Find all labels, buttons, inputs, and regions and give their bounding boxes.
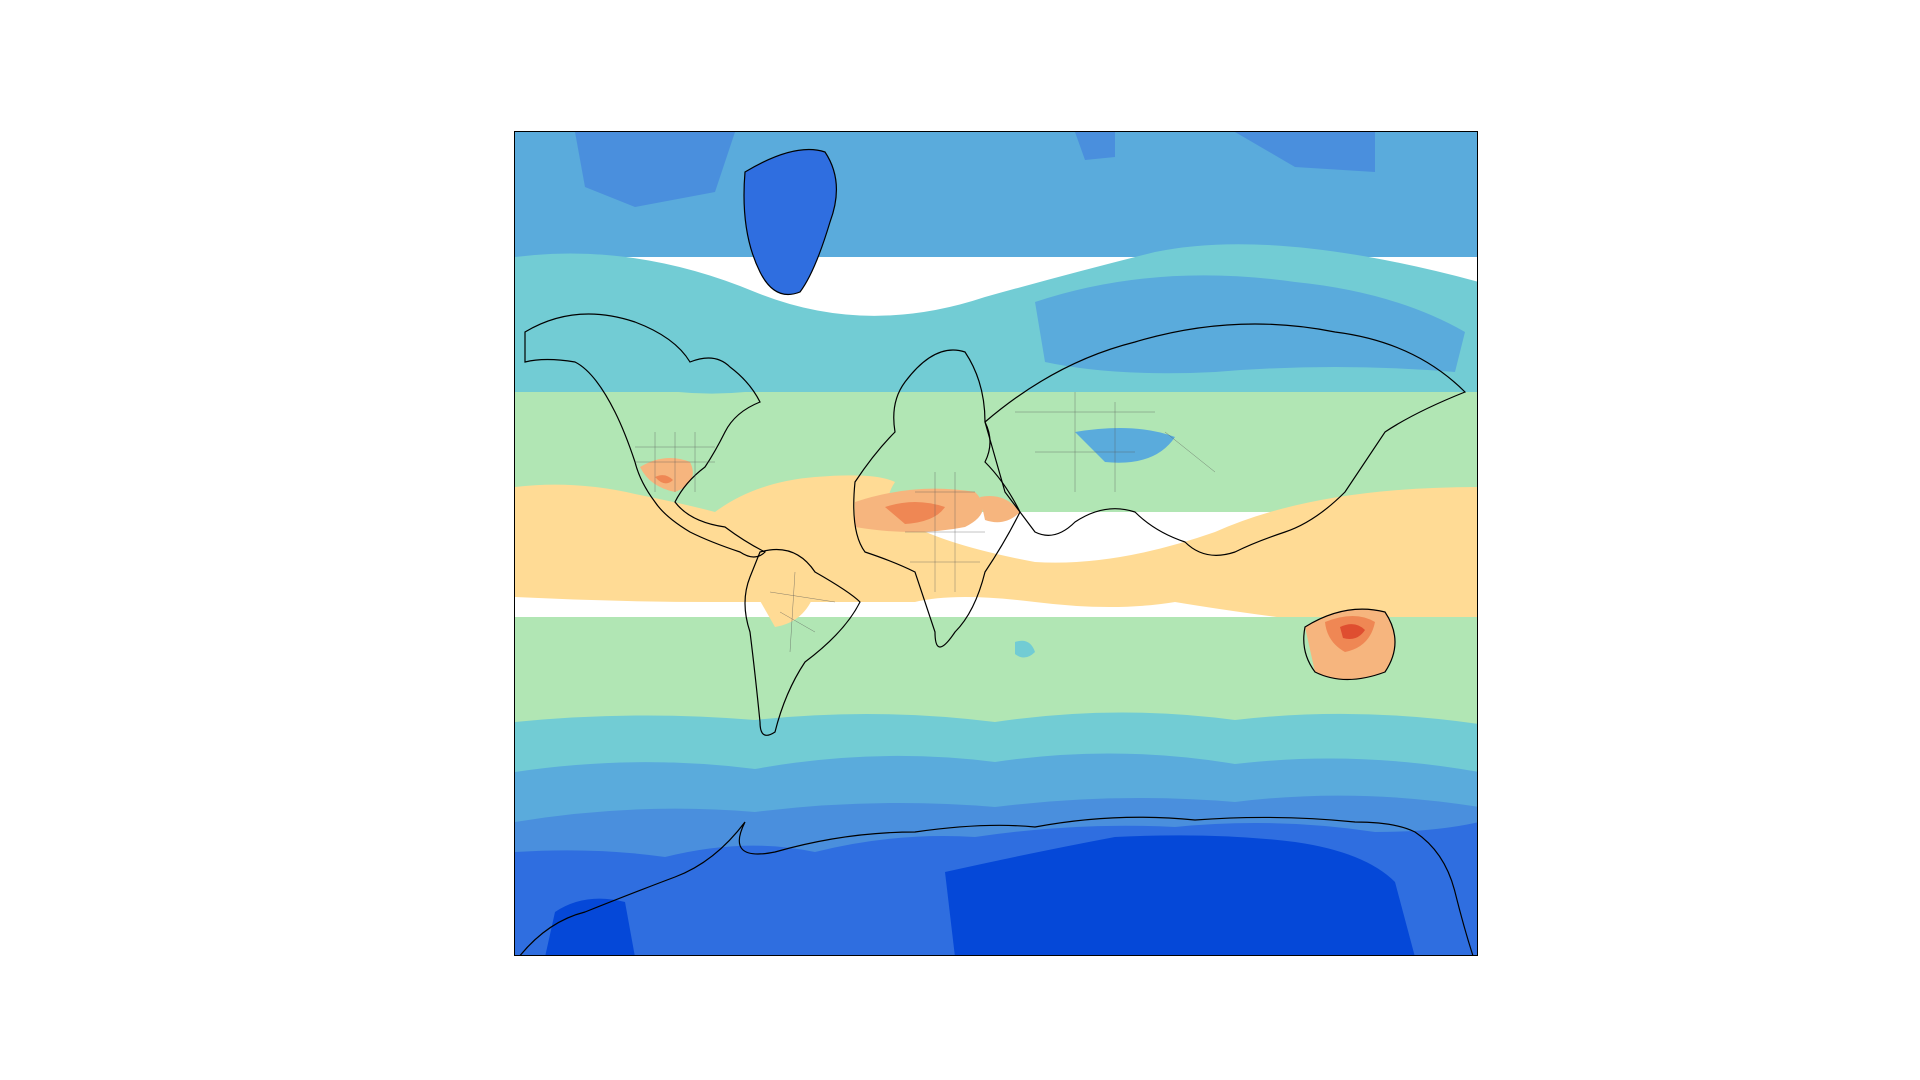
world-temperature-map (515, 132, 1477, 955)
australia-coast (1303, 608, 1396, 681)
greenland-cold (744, 149, 837, 295)
antarctic-interior-west (545, 898, 635, 955)
band-temperate-north (515, 392, 1477, 512)
greenland-coast (743, 149, 838, 296)
south-africa-cool (1015, 640, 1035, 658)
contour-fill-layer (515, 132, 1477, 955)
band-subpolar-south (515, 712, 1477, 772)
map-frame (514, 131, 1478, 956)
us-southwest-core (655, 475, 673, 484)
band-arctic-cold-3 (1235, 132, 1375, 172)
us-southwest-hot (640, 458, 693, 492)
country-borders (635, 392, 1216, 653)
arabia-hot (980, 496, 1020, 523)
sahara-core (885, 502, 945, 524)
coastlines (519, 149, 1474, 955)
antarctica-coast (519, 816, 1474, 955)
band-arctic-cold (575, 132, 735, 207)
asia-coast (984, 323, 1467, 556)
south-america-warm (755, 582, 815, 627)
band-arctic-cold-2 (1075, 132, 1115, 160)
north-america-coast (524, 313, 767, 558)
south-america-coast (744, 548, 861, 736)
tibet-cold (1075, 428, 1175, 463)
canada-cold (525, 318, 745, 394)
antarctic-interior (945, 835, 1415, 955)
australia-center (1340, 624, 1365, 639)
